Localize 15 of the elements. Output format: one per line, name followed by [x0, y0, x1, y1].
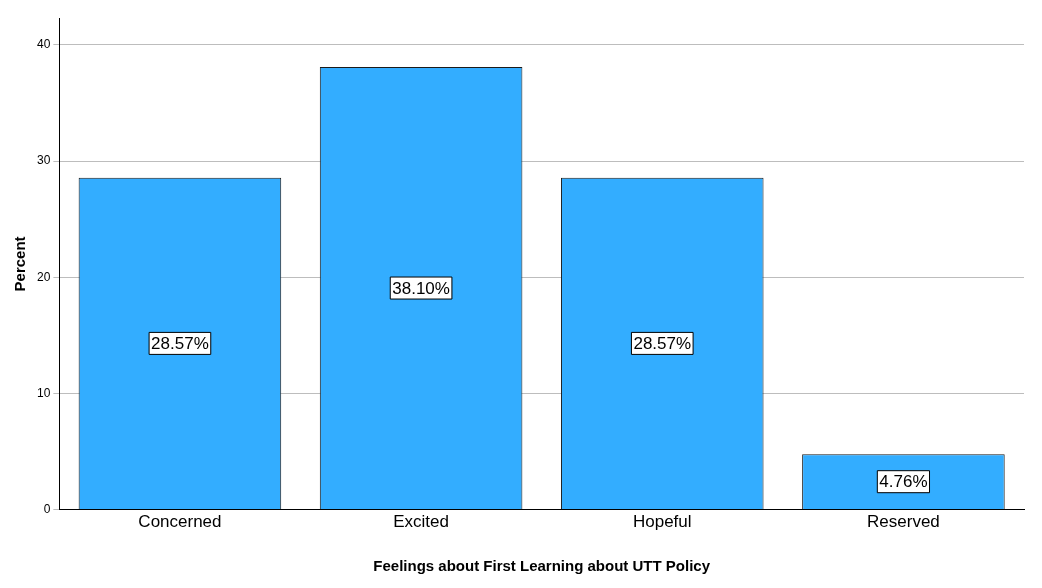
y-tick-label: 10: [36, 385, 51, 400]
x-axis-title: Feelings about First Learning about UTT Policy: [373, 557, 711, 575]
x-tick-label: Excited: [393, 512, 449, 532]
y-tick-label: 30: [36, 153, 51, 168]
x-tick-label: Reserved: [867, 512, 940, 532]
y-tick-label: 40: [36, 37, 51, 52]
x-tick-label: Hopeful: [632, 512, 692, 532]
data-label: 28.57%: [151, 334, 209, 354]
data-label: 38.10%: [392, 278, 450, 298]
y-tick-label: 0: [43, 501, 51, 516]
x-tick-label: Concerned: [138, 512, 222, 532]
data-label: 28.57%: [633, 334, 692, 354]
y-tick-label: 20: [36, 269, 51, 284]
y-axis-title: Percent: [11, 236, 29, 292]
data-label: 4.76%: [879, 472, 928, 492]
